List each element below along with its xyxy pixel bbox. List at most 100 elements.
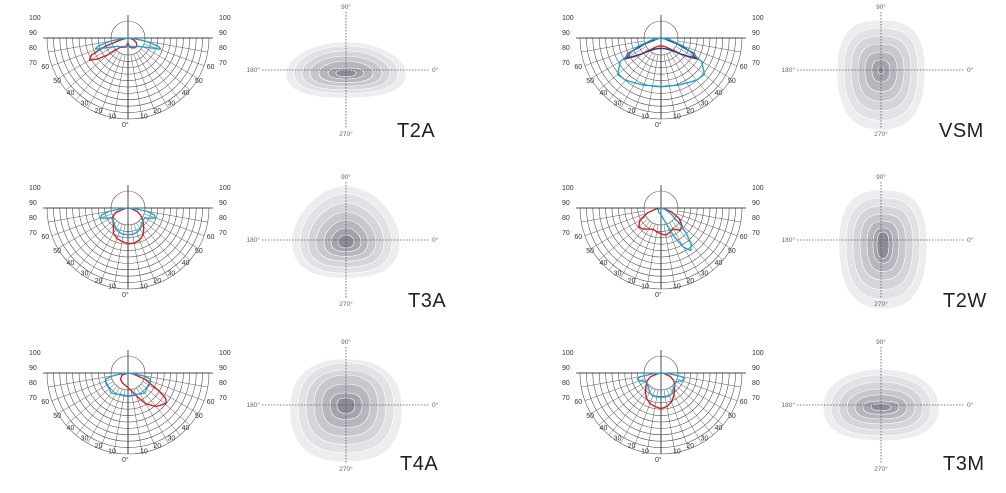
polar-tick-label: 90 <box>562 30 570 37</box>
polar-tick-label: 100 <box>29 185 41 192</box>
polar-tick-label: 0° <box>655 121 662 129</box>
polar-grid <box>43 350 213 455</box>
polar-tick-label: 70 <box>752 230 760 237</box>
polar-tick-label: 80 <box>29 380 37 387</box>
polar-tick-label: 100 <box>752 15 764 22</box>
polar-tick-label: 80 <box>219 45 227 52</box>
candela-curve-red <box>111 207 145 245</box>
angle-label-0: 0° <box>432 236 439 244</box>
angle-label-270: 270° <box>874 465 888 473</box>
polar-tick-label: 60 <box>740 64 748 71</box>
candela-curve-blue <box>636 372 686 398</box>
polar-tick-label: 0° <box>122 291 129 299</box>
angle-label-0: 0° <box>967 66 974 74</box>
isolux-diagram: 90° 180° 0° 270° <box>247 3 439 138</box>
polar-tick-label: 30 <box>701 435 709 442</box>
polar-tick-label: 0° <box>655 456 662 464</box>
polar-tick-label: 30 <box>614 435 622 442</box>
polar-tick-label: 20 <box>628 278 636 285</box>
isolux-contours <box>838 189 928 310</box>
polar-tick-label: 30 <box>614 270 622 277</box>
isolux-contour <box>876 231 890 259</box>
polar-tick-label: 50 <box>53 413 61 420</box>
polar-tick-label: 100 <box>562 15 574 22</box>
isolux-contours <box>836 19 926 131</box>
polar-tick-label: 10 <box>673 284 681 291</box>
photometric-panel-t3a: 100 100 90 90 80 80 70 70 60 50 40 30 20 10 0° 60 50 40 30… <box>0 170 460 330</box>
polar-candela-diagram: 100 100 90 90 80 80 70 70 60 50 40 30 20 10 0° 60 50 40 30… <box>29 185 231 299</box>
polar-tick-label: 20 <box>153 278 161 285</box>
angle-label-270: 270° <box>874 300 888 308</box>
polar-tick-label: 40 <box>600 90 608 97</box>
polar-tick-label: 10 <box>108 114 116 121</box>
angle-label-0: 0° <box>967 236 974 244</box>
polar-tick-label: 90 <box>562 365 570 372</box>
isolux-diagram: 90° 180° 0° 270° <box>247 338 439 473</box>
distribution-type-label: T3A <box>408 290 447 312</box>
polar-grid <box>43 185 213 290</box>
isolux-diagram: 90° 180° 0° 270° <box>247 173 439 308</box>
polar-tick-label: 80 <box>562 380 570 387</box>
polar-tick-label: 30 <box>81 270 89 277</box>
photometric-panel-t3m: 100 100 90 90 80 80 70 70 60 50 40 30 20 10 0° 60 50 40 30… <box>533 335 993 493</box>
polar-tick-label: 40 <box>67 90 75 97</box>
isolux-diagram: 90° 180° 0° 270° <box>782 3 974 138</box>
polar-tick-label: 0° <box>122 456 129 464</box>
polar-candela-diagram: 100 100 90 90 80 80 70 70 60 50 40 30 20 10 0° 60 50 40 30… <box>562 15 764 129</box>
polar-tick-label: 20 <box>153 443 161 450</box>
candela-curve-red <box>119 372 167 408</box>
polar-tick-label: 80 <box>562 45 570 52</box>
polar-tick-label: 90 <box>752 365 760 372</box>
polar-grid <box>576 15 746 120</box>
polar-tick-label: 30 <box>168 435 176 442</box>
polar-tick-label: 50 <box>728 413 736 420</box>
angle-label-180: 180° <box>782 236 796 244</box>
polar-tick-label: 80 <box>752 215 760 222</box>
polar-tick-label: 80 <box>29 215 37 222</box>
polar-tick-label: 0° <box>122 121 129 129</box>
polar-tick-label: 10 <box>673 114 681 121</box>
polar-tick-label: 60 <box>41 234 49 241</box>
angle-label-180: 180° <box>247 401 261 409</box>
photometric-panel-t2a: 100 100 90 90 80 80 70 70 60 50 40 30 20 10 0° 60 50 40 30… <box>0 0 460 160</box>
isolux-contours <box>291 185 401 279</box>
polar-tick-label: 50 <box>53 248 61 255</box>
polar-tick-label: 80 <box>29 45 37 52</box>
polar-tick-label: 20 <box>686 108 694 115</box>
polar-tick-label: 50 <box>728 78 736 85</box>
angle-label-270: 270° <box>339 465 353 473</box>
photometric-panel-vsm: 100 100 90 90 80 80 70 70 60 50 40 30 20 10 0° 60 50 40 30… <box>533 0 993 160</box>
polar-tick-label: 90 <box>219 200 227 207</box>
candela-curve-navy <box>625 37 697 59</box>
candela-curve-blue <box>616 37 706 88</box>
polar-tick-label: 90 <box>29 365 37 372</box>
polar-tick-label: 60 <box>207 64 215 71</box>
polar-tick-label: 70 <box>562 60 570 67</box>
photometric-panel-t2w: 100 100 90 90 80 80 70 70 60 50 40 30 20 10 0° 60 50 40 30… <box>533 170 993 330</box>
polar-tick-label: 20 <box>628 108 636 115</box>
polar-tick-label: 40 <box>600 425 608 432</box>
isolux-contours <box>289 358 403 463</box>
polar-tick-label: 100 <box>29 350 41 357</box>
photometric-panel-t4a: 100 100 90 90 80 80 70 70 60 50 40 30 20 10 0° 60 50 40 30… <box>0 335 460 493</box>
polar-tick-label: 30 <box>81 435 89 442</box>
polar-tick-label: 70 <box>752 60 760 67</box>
polar-tick-label: 50 <box>586 78 594 85</box>
angle-label-0: 0° <box>967 401 974 409</box>
polar-tick-label: 100 <box>219 185 231 192</box>
polar-tick-label: 70 <box>219 230 227 237</box>
polar-tick-label: 50 <box>195 78 203 85</box>
isolux-diagram: 90° 180° 0° 270° <box>782 173 974 310</box>
polar-tick-label: 10 <box>108 284 116 291</box>
polar-tick-label: 50 <box>586 413 594 420</box>
distribution-type-label: T2W <box>943 290 987 312</box>
isolux-contour <box>337 234 355 249</box>
candela-curve-blue <box>94 37 162 50</box>
polar-tick-label: 90 <box>29 30 37 37</box>
distribution-type-label: T2A <box>397 120 436 142</box>
polar-tick-label: 10 <box>641 449 649 456</box>
polar-tick-label: 10 <box>641 114 649 121</box>
angle-label-180: 180° <box>247 66 261 74</box>
polar-tick-label: 60 <box>207 399 215 406</box>
distribution-type-label: T3M <box>943 453 985 475</box>
